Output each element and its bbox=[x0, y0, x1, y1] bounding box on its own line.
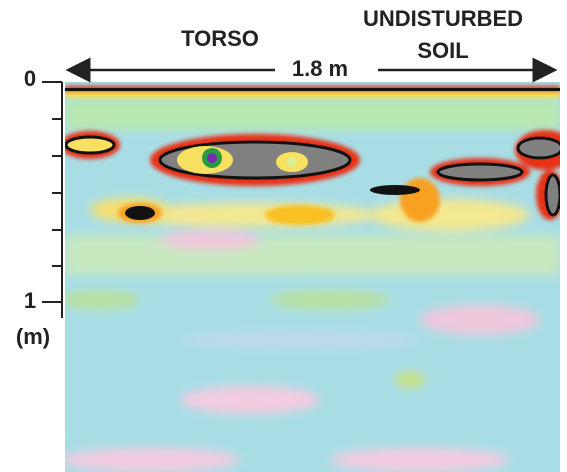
depth-axis: 0 1 (m) bbox=[16, 66, 62, 349]
width-arrow: 1.8 m bbox=[68, 56, 555, 81]
depth-top-label: 0 bbox=[24, 66, 36, 91]
radargram bbox=[60, 82, 567, 472]
figure: 0 1 (m) 1.8 m TORSO UNDISTURBED SOIL bbox=[0, 0, 567, 472]
width-label: 1.8 m bbox=[292, 56, 348, 81]
depth-bottom-label: 1 bbox=[24, 288, 36, 313]
soil-label-line2: SOIL bbox=[417, 38, 468, 63]
depth-unit: (m) bbox=[16, 324, 50, 349]
torso-label: TORSO bbox=[181, 26, 259, 51]
soil-label-line1: UNDISTURBED bbox=[363, 6, 523, 31]
